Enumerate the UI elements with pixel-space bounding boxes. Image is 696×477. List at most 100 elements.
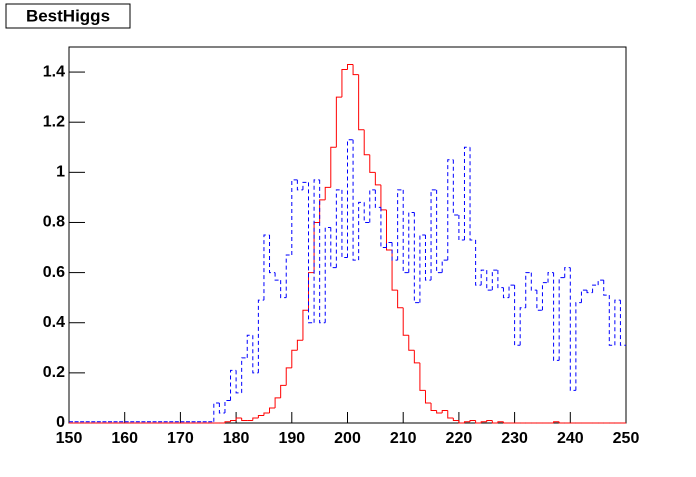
histogram-bin xyxy=(402,307,409,336)
histogram-bin xyxy=(580,289,588,303)
histogram-bin xyxy=(486,270,493,291)
histogram-bin xyxy=(564,267,571,278)
y-tick-label: 0.4 xyxy=(43,314,65,331)
histogram-bin xyxy=(213,402,220,422)
histogram-bin xyxy=(402,189,409,274)
histogram-bin xyxy=(341,189,348,259)
histogram-bin xyxy=(547,272,554,283)
histogram-bin xyxy=(257,299,264,373)
histogram-bin xyxy=(313,179,320,323)
histogram-bin xyxy=(430,402,437,411)
histogram-bin xyxy=(397,189,404,261)
histogram-bin xyxy=(480,421,487,423)
histogram-bin xyxy=(296,339,303,351)
histogram-bin xyxy=(463,421,471,423)
histogram-bin xyxy=(569,267,576,391)
x-tick-label: 150 xyxy=(56,430,83,447)
histogram-bin xyxy=(558,277,565,361)
y-tick-label: 0.8 xyxy=(43,214,65,231)
histogram-bin xyxy=(447,159,454,261)
x-tick-label: 170 xyxy=(167,430,194,447)
histogram-bin xyxy=(475,420,482,424)
histogram-bin xyxy=(313,221,320,273)
histogram-bin xyxy=(441,409,448,413)
histogram-bin xyxy=(592,284,599,293)
histogram-bin xyxy=(586,290,593,294)
histogram-bin xyxy=(280,280,287,299)
x-tick-label: 200 xyxy=(334,430,361,447)
histogram-bin xyxy=(230,419,237,422)
histogram-bin xyxy=(324,186,331,200)
histogram-bin xyxy=(514,285,521,346)
histogram-bin xyxy=(380,184,387,211)
x-tick-label: 180 xyxy=(223,430,250,447)
histogram-bin xyxy=(319,199,326,223)
histogram-bin xyxy=(558,421,565,424)
histogram-bin xyxy=(308,272,315,311)
histogram-bin xyxy=(603,280,610,296)
histogram-bin xyxy=(463,146,471,241)
chart-title: BestHiggs xyxy=(26,6,110,25)
y-tick-label: 1 xyxy=(56,164,65,181)
histogram-bin xyxy=(274,272,281,281)
histogram-bin xyxy=(369,154,376,173)
histogram-bin xyxy=(241,357,248,393)
histogram-bin xyxy=(235,370,242,394)
y-tick-label: 1.4 xyxy=(43,63,65,80)
histogram-bin xyxy=(347,139,354,258)
histogram-bin xyxy=(553,421,560,423)
histogram-bin xyxy=(291,179,298,256)
histogram-bin xyxy=(597,279,604,286)
x-tick-label: 250 xyxy=(613,430,640,447)
histogram-bin xyxy=(374,172,381,186)
histogram-bin xyxy=(363,129,370,156)
histogram-bin xyxy=(408,335,415,351)
histogram-bin xyxy=(230,369,237,401)
histogram-bin xyxy=(575,302,582,391)
histogram-bin xyxy=(519,307,526,346)
histogram-bin xyxy=(347,64,354,70)
histogram-bin xyxy=(330,227,337,269)
histogram-bin xyxy=(497,270,504,289)
histogram-bin xyxy=(263,412,270,416)
histogram-bin xyxy=(235,417,242,421)
histogram-bin xyxy=(486,419,493,422)
y-tick-label: 0.2 xyxy=(43,364,65,381)
histogram-bin xyxy=(352,64,359,76)
histogram-bin xyxy=(469,147,476,241)
histogram-bin xyxy=(358,74,365,131)
histogram-bin xyxy=(308,182,315,324)
histogram-bin xyxy=(302,181,309,190)
histogram-bin xyxy=(430,189,437,281)
histogram-bin xyxy=(475,240,482,286)
histogram-bin xyxy=(285,254,292,298)
histogram-bin xyxy=(296,179,303,191)
histogram-bin xyxy=(269,235,276,274)
histogram-bin xyxy=(502,421,510,424)
histogram-bin xyxy=(424,390,432,404)
histogram-bin xyxy=(458,214,465,241)
histogram-bin xyxy=(541,282,549,311)
histogram-bin xyxy=(241,417,248,421)
histogram-bin xyxy=(335,96,342,148)
x-tick-label: 230 xyxy=(501,430,528,447)
histogram-bin xyxy=(525,272,532,308)
histogram-bin xyxy=(469,419,476,422)
histogram-bin xyxy=(263,234,270,301)
title-box xyxy=(5,3,131,29)
x-tick-label: 190 xyxy=(278,430,305,447)
histogram-bin xyxy=(458,420,465,424)
y-tick-label: 0.6 xyxy=(43,264,65,281)
histogram-bin xyxy=(224,421,231,423)
histogram-bin xyxy=(285,367,292,386)
histogram-bin xyxy=(424,235,432,281)
histogram-bin xyxy=(269,407,276,413)
histogram-bin xyxy=(341,69,348,98)
histogram-bin xyxy=(447,410,454,419)
histogram-bin xyxy=(480,269,487,286)
histogram-bin xyxy=(452,159,459,216)
histogram-bin xyxy=(369,189,376,223)
histogram-bin xyxy=(280,384,287,398)
histogram-bin xyxy=(374,189,381,208)
y-tick-label: 1.2 xyxy=(43,113,65,130)
